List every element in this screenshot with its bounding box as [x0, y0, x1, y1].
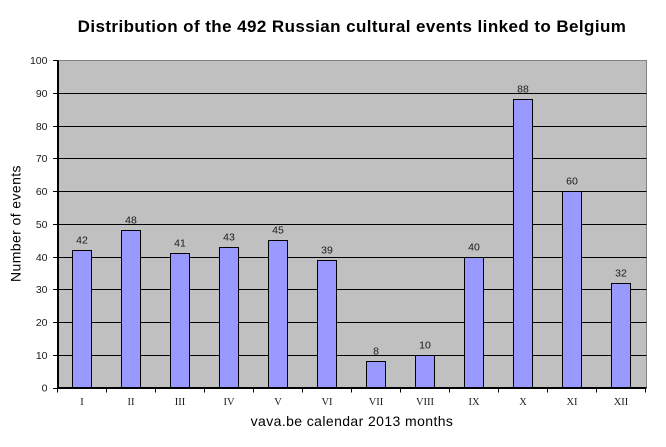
- svg-text:43: 43: [223, 232, 235, 244]
- svg-text:III: III: [175, 397, 186, 408]
- svg-text:45: 45: [272, 225, 284, 237]
- svg-text:40: 40: [468, 242, 480, 254]
- svg-text:10: 10: [419, 340, 431, 352]
- svg-text:IX: IX: [468, 397, 479, 408]
- svg-text:80: 80: [36, 121, 48, 133]
- svg-text:100: 100: [30, 55, 48, 67]
- svg-text:V: V: [274, 397, 282, 408]
- svg-text:8: 8: [373, 346, 379, 358]
- svg-text:70: 70: [36, 153, 48, 165]
- svg-text:XII: XII: [614, 397, 629, 408]
- svg-text:10: 10: [36, 350, 48, 362]
- svg-text:IV: IV: [223, 397, 234, 408]
- svg-text:60: 60: [36, 186, 48, 198]
- svg-text:II: II: [128, 397, 135, 408]
- svg-text:Distribution of the 492 Russia: Distribution of the 492 Russian cultural…: [78, 17, 627, 36]
- svg-text:Number of events: Number of events: [8, 165, 24, 282]
- svg-text:60: 60: [566, 176, 578, 188]
- svg-text:20: 20: [36, 317, 48, 329]
- svg-text:48: 48: [125, 215, 137, 227]
- svg-text:39: 39: [321, 245, 333, 257]
- svg-text:0: 0: [42, 383, 48, 395]
- svg-text:VIII: VIII: [416, 397, 435, 408]
- svg-text:32: 32: [615, 268, 627, 280]
- svg-text:vava.be calendar 2013 months: vava.be calendar 2013 months: [251, 413, 454, 429]
- svg-text:40: 40: [36, 252, 48, 264]
- svg-text:X: X: [519, 397, 527, 408]
- svg-text:VII: VII: [369, 397, 384, 408]
- svg-text:XI: XI: [566, 397, 578, 408]
- svg-text:30: 30: [36, 284, 48, 296]
- svg-text:88: 88: [517, 84, 529, 96]
- svg-text:41: 41: [174, 238, 186, 250]
- svg-text:90: 90: [36, 88, 48, 100]
- svg-text:42: 42: [76, 235, 88, 247]
- svg-text:50: 50: [36, 219, 48, 231]
- svg-text:VI: VI: [321, 397, 333, 408]
- svg-text:I: I: [80, 397, 84, 408]
